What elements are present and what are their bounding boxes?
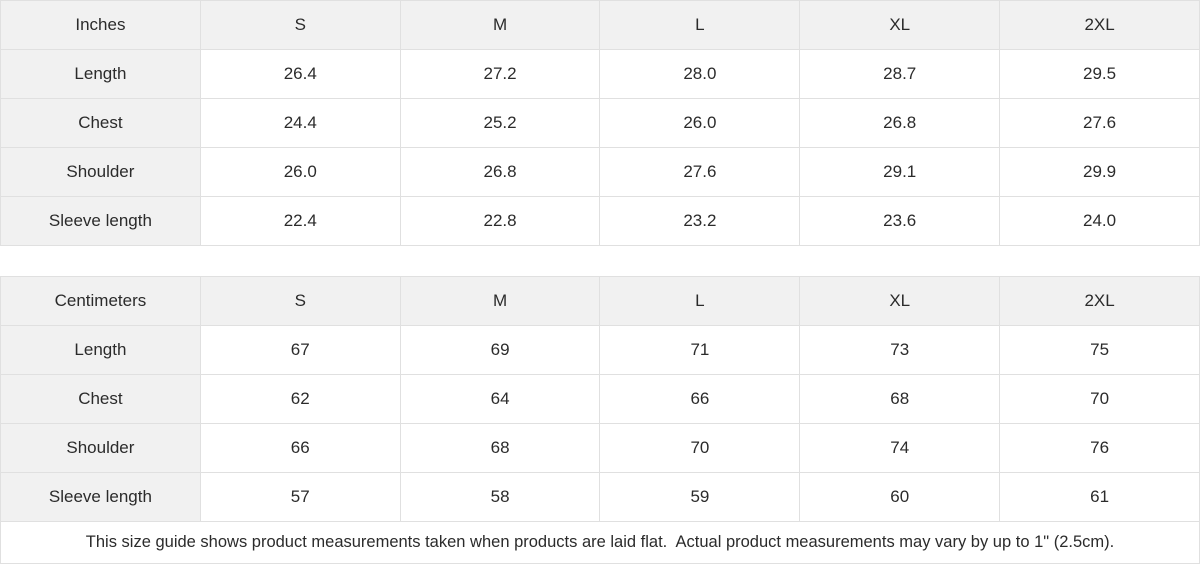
size-table-header-row: Centimeters S M L XL 2XL [0, 276, 1200, 326]
measurement-value-cell: 67 [199, 325, 401, 375]
measurement-value-cell: 23.6 [799, 196, 1001, 246]
measurement-value-cell: 26.8 [399, 147, 601, 197]
measurement-label-cell: Sleeve length [0, 472, 201, 522]
measurement-value-cell: 68 [799, 374, 1001, 424]
size-column-header: M [399, 276, 601, 326]
measurement-value-cell: 29.1 [799, 147, 1001, 197]
measurement-row: Chest 24.4 25.2 26.0 26.8 27.6 [0, 98, 1200, 148]
size-column-header: L [599, 276, 801, 326]
measurement-value-cell: 66 [599, 374, 801, 424]
measurement-value-cell: 74 [799, 423, 1001, 473]
measurement-row: Chest 62 64 66 68 70 [0, 374, 1200, 424]
measurement-value-cell: 23.2 [599, 196, 801, 246]
table-gap-row [0, 246, 1200, 276]
size-column-header: S [199, 0, 401, 50]
measurement-value-cell: 22.8 [399, 196, 601, 246]
measurement-row: Length 26.4 27.2 28.0 28.7 29.5 [0, 49, 1200, 99]
size-column-header: XL [799, 276, 1001, 326]
measurement-value-cell: 71 [599, 325, 801, 375]
size-column-header: L [599, 0, 801, 50]
measurement-value-cell: 26.0 [199, 147, 401, 197]
measurement-value-cell: 26.8 [799, 98, 1001, 148]
measurement-value-cell: 29.5 [999, 49, 1200, 99]
measurement-row: Sleeve length 22.4 22.8 23.2 23.6 24.0 [0, 196, 1200, 246]
measurement-value-cell: 73 [799, 325, 1001, 375]
size-column-header: S [199, 276, 401, 326]
measurement-row: Sleeve length 57 58 59 60 61 [0, 472, 1200, 522]
measurement-value-cell: 57 [199, 472, 401, 522]
unit-header-cell: Inches [0, 0, 201, 50]
unit-header-cell: Centimeters [0, 276, 201, 326]
measurement-label-cell: Length [0, 49, 201, 99]
measurement-value-cell: 28.0 [599, 49, 801, 99]
measurement-value-cell: 64 [399, 374, 601, 424]
measurement-row: Length 67 69 71 73 75 [0, 325, 1200, 375]
measurement-value-cell: 28.7 [799, 49, 1001, 99]
measurement-value-cell: 24.0 [999, 196, 1200, 246]
measurement-row: Shoulder 66 68 70 74 76 [0, 423, 1200, 473]
measurement-label-cell: Sleeve length [0, 196, 201, 246]
size-column-header: XL [799, 0, 1001, 50]
measurement-value-cell: 27.6 [999, 98, 1200, 148]
measurement-label-cell: Shoulder [0, 147, 201, 197]
measurement-value-cell: 26.4 [199, 49, 401, 99]
measurement-value-cell: 68 [399, 423, 601, 473]
size-guide-footer-note: This size guide shows product measuremen… [0, 522, 1200, 564]
measurement-label-cell: Chest [0, 374, 201, 424]
size-column-header: 2XL [999, 276, 1200, 326]
measurement-value-cell: 70 [599, 423, 801, 473]
measurement-value-cell: 27.2 [399, 49, 601, 99]
measurement-value-cell: 61 [999, 472, 1200, 522]
measurement-value-cell: 25.2 [399, 98, 601, 148]
measurement-value-cell: 76 [999, 423, 1200, 473]
size-column-header: 2XL [999, 0, 1200, 50]
measurement-value-cell: 59 [599, 472, 801, 522]
measurement-label-cell: Shoulder [0, 423, 201, 473]
measurement-label-cell: Chest [0, 98, 201, 148]
measurement-value-cell: 70 [999, 374, 1200, 424]
measurement-row: Shoulder 26.0 26.8 27.6 29.1 29.9 [0, 147, 1200, 197]
measurement-value-cell: 69 [399, 325, 601, 375]
size-table-header-row: Inches S M L XL 2XL [0, 0, 1200, 50]
centimeters-size-table: Centimeters S M L XL 2XL Length 67 69 71 73 75 Chest… [0, 276, 1200, 522]
measurement-label-cell: Length [0, 325, 201, 375]
measurement-value-cell: 24.4 [199, 98, 401, 148]
measurement-value-cell: 27.6 [599, 147, 801, 197]
inches-size-table: Inches S M L XL 2XL Length 26.4 27.2 28.0 28.7 29.5… [0, 0, 1200, 246]
measurement-value-cell: 62 [199, 374, 401, 424]
measurement-value-cell: 22.4 [199, 196, 401, 246]
measurement-value-cell: 26.0 [599, 98, 801, 148]
measurement-value-cell: 75 [999, 325, 1200, 375]
measurement-value-cell: 58 [399, 472, 601, 522]
size-column-header: M [399, 0, 601, 50]
measurement-value-cell: 29.9 [999, 147, 1200, 197]
measurement-value-cell: 60 [799, 472, 1001, 522]
measurement-value-cell: 66 [199, 423, 401, 473]
